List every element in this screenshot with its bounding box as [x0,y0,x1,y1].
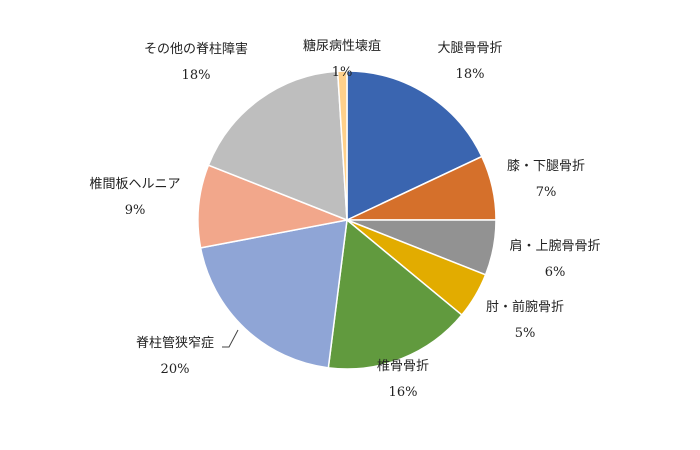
slice-label-6: 脊柱管狭窄症 [136,335,214,351]
slice-5 [327,218,463,370]
slice-percent-4: 5% [515,326,536,341]
slice-7 [197,164,350,249]
leader-lines [222,329,239,348]
slice-label-8: その他の脊柱障害 [144,41,248,57]
slice-percent-1: 18% [456,67,485,82]
slice-label-3: 肩・上腕骨骨折 [509,238,600,254]
slice-9 [336,70,348,221]
slice-6 [199,219,348,369]
slice-label-2: 膝・下腿骨折 [507,159,585,174]
slice-percent-2: 7% [536,185,557,200]
leader-line-slice-6 [222,329,239,348]
slice-percent-3: 6% [545,265,566,280]
slice-percent-9: 1% [332,65,353,80]
slice-1 [346,70,483,222]
slice-label-9: 糖尿病性壊疽 [303,38,381,54]
slice-labels: 大腿骨骨折 18% 膝・下腿骨折 7% 肩・上腕骨骨折 6% 肘・前腕骨折 5% 椎骨骨折 16%… [89,38,600,400]
slice-label-1: 大腿骨骨折 [437,41,502,56]
pie-slices [197,70,497,370]
slice-percent-7: 9% [125,203,146,218]
slice-percent-6: 20% [161,362,190,377]
slice-label-7: 椎間板ヘルニア [89,177,180,192]
slice-percent-8: 18% [182,68,211,83]
slice-label-5: 椎骨骨折 [377,359,429,374]
slice-label-4: 肘・前腕骨折 [486,299,564,315]
slice-8 [207,70,348,222]
slice-percent-5: 16% [389,385,418,400]
